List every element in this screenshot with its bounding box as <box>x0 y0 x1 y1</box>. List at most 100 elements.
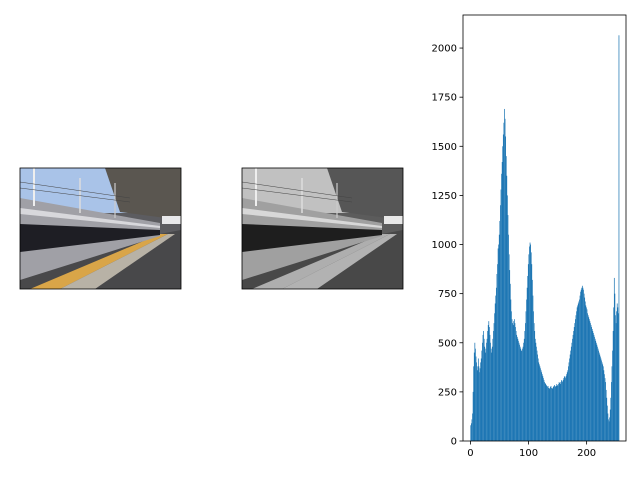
bar <box>527 275 529 441</box>
bar <box>618 313 619 441</box>
bar <box>563 376 565 441</box>
bar <box>553 385 555 441</box>
bar <box>497 264 498 441</box>
bar <box>483 338 485 441</box>
bar <box>486 342 487 441</box>
bar <box>541 374 543 441</box>
bar <box>591 329 593 441</box>
bar <box>476 366 478 441</box>
x-tick-label: 0 <box>467 448 473 459</box>
bar <box>593 334 595 441</box>
bar <box>599 356 601 441</box>
bar <box>497 248 499 441</box>
bar <box>479 368 481 441</box>
bar <box>507 195 508 441</box>
bar <box>499 220 501 441</box>
bar <box>562 380 564 441</box>
bar <box>587 313 588 441</box>
bar <box>580 291 581 441</box>
bar <box>564 377 566 441</box>
bar <box>495 287 497 441</box>
bar <box>498 234 500 441</box>
color-image <box>19 167 182 290</box>
bar <box>470 423 472 441</box>
bar <box>526 287 528 441</box>
bar <box>597 346 598 441</box>
bar <box>474 342 476 441</box>
bar <box>527 264 529 441</box>
bar <box>502 146 504 441</box>
bar <box>526 299 527 441</box>
bar <box>595 342 597 441</box>
bar <box>501 173 502 441</box>
bar <box>570 350 572 441</box>
bar <box>519 344 520 441</box>
bar <box>597 348 599 441</box>
bar <box>618 35 620 442</box>
bar <box>544 383 546 441</box>
bar <box>485 348 487 441</box>
bar <box>550 385 552 441</box>
bar <box>538 362 540 441</box>
bar <box>528 254 530 441</box>
bar <box>616 311 617 441</box>
bar <box>487 330 488 441</box>
bar <box>584 301 586 441</box>
bar <box>524 330 526 441</box>
bar <box>563 378 565 441</box>
bar <box>559 383 561 441</box>
bar <box>523 342 525 441</box>
bar <box>585 305 587 441</box>
bar <box>539 366 541 441</box>
bar <box>515 327 516 441</box>
bar <box>579 295 581 441</box>
bar <box>493 323 495 441</box>
bar <box>555 385 557 441</box>
bar <box>611 366 613 441</box>
bar <box>522 346 524 441</box>
bar <box>508 234 509 441</box>
bar <box>512 325 514 441</box>
bar <box>559 384 561 441</box>
bar <box>547 386 548 441</box>
bar <box>508 254 510 441</box>
bar <box>473 352 475 441</box>
bar <box>594 336 595 441</box>
bar <box>545 384 547 441</box>
bar <box>520 350 522 441</box>
bar <box>505 156 507 441</box>
bar <box>491 352 493 441</box>
bar <box>475 348 476 441</box>
bar <box>486 338 488 441</box>
y-tick-label: 0 <box>451 437 457 448</box>
bar <box>544 382 545 441</box>
bar <box>540 370 542 441</box>
bar <box>537 358 539 441</box>
bar <box>480 358 482 441</box>
bar <box>516 334 518 441</box>
bar <box>483 330 484 441</box>
bar <box>496 273 498 441</box>
bar <box>484 352 486 441</box>
bar <box>494 313 495 441</box>
bar <box>552 387 554 441</box>
bar <box>600 358 602 441</box>
bar <box>577 305 579 441</box>
bar <box>533 323 535 441</box>
bar <box>576 311 577 441</box>
bar <box>586 307 587 441</box>
bar <box>472 391 474 441</box>
bar <box>590 325 592 441</box>
bar <box>504 108 505 441</box>
bar <box>608 421 610 441</box>
bar <box>511 319 513 441</box>
bar <box>594 338 596 441</box>
bar <box>554 385 556 441</box>
bar <box>572 334 574 441</box>
bar <box>533 311 534 441</box>
bar <box>615 315 616 441</box>
bar <box>582 287 584 441</box>
bar <box>490 348 492 441</box>
bar <box>609 417 611 441</box>
